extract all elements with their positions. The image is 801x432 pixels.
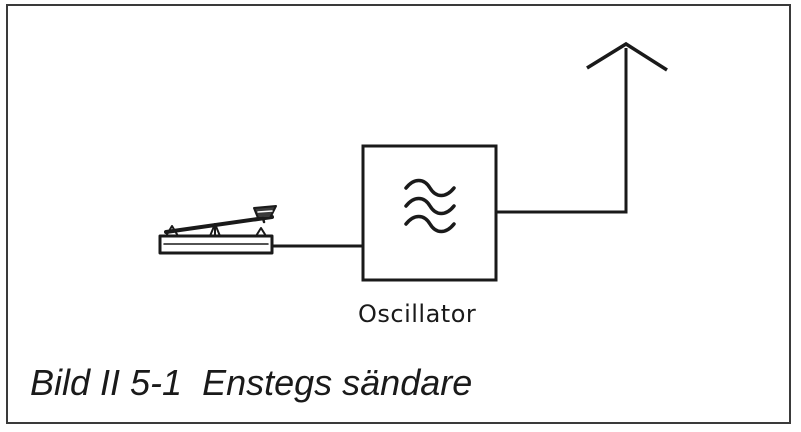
sine-wave-symbol-icon xyxy=(404,178,456,234)
oscillator-label: Oscillator xyxy=(358,300,477,328)
figure-caption: Bild II 5-1 Enstegs sändare xyxy=(30,362,473,403)
oscillator-block xyxy=(361,144,498,282)
antenna-icon xyxy=(586,41,668,72)
diagram-frame xyxy=(6,4,791,424)
morse-key-icon xyxy=(158,205,277,255)
wire-oscillator-to-antenna xyxy=(496,48,628,214)
